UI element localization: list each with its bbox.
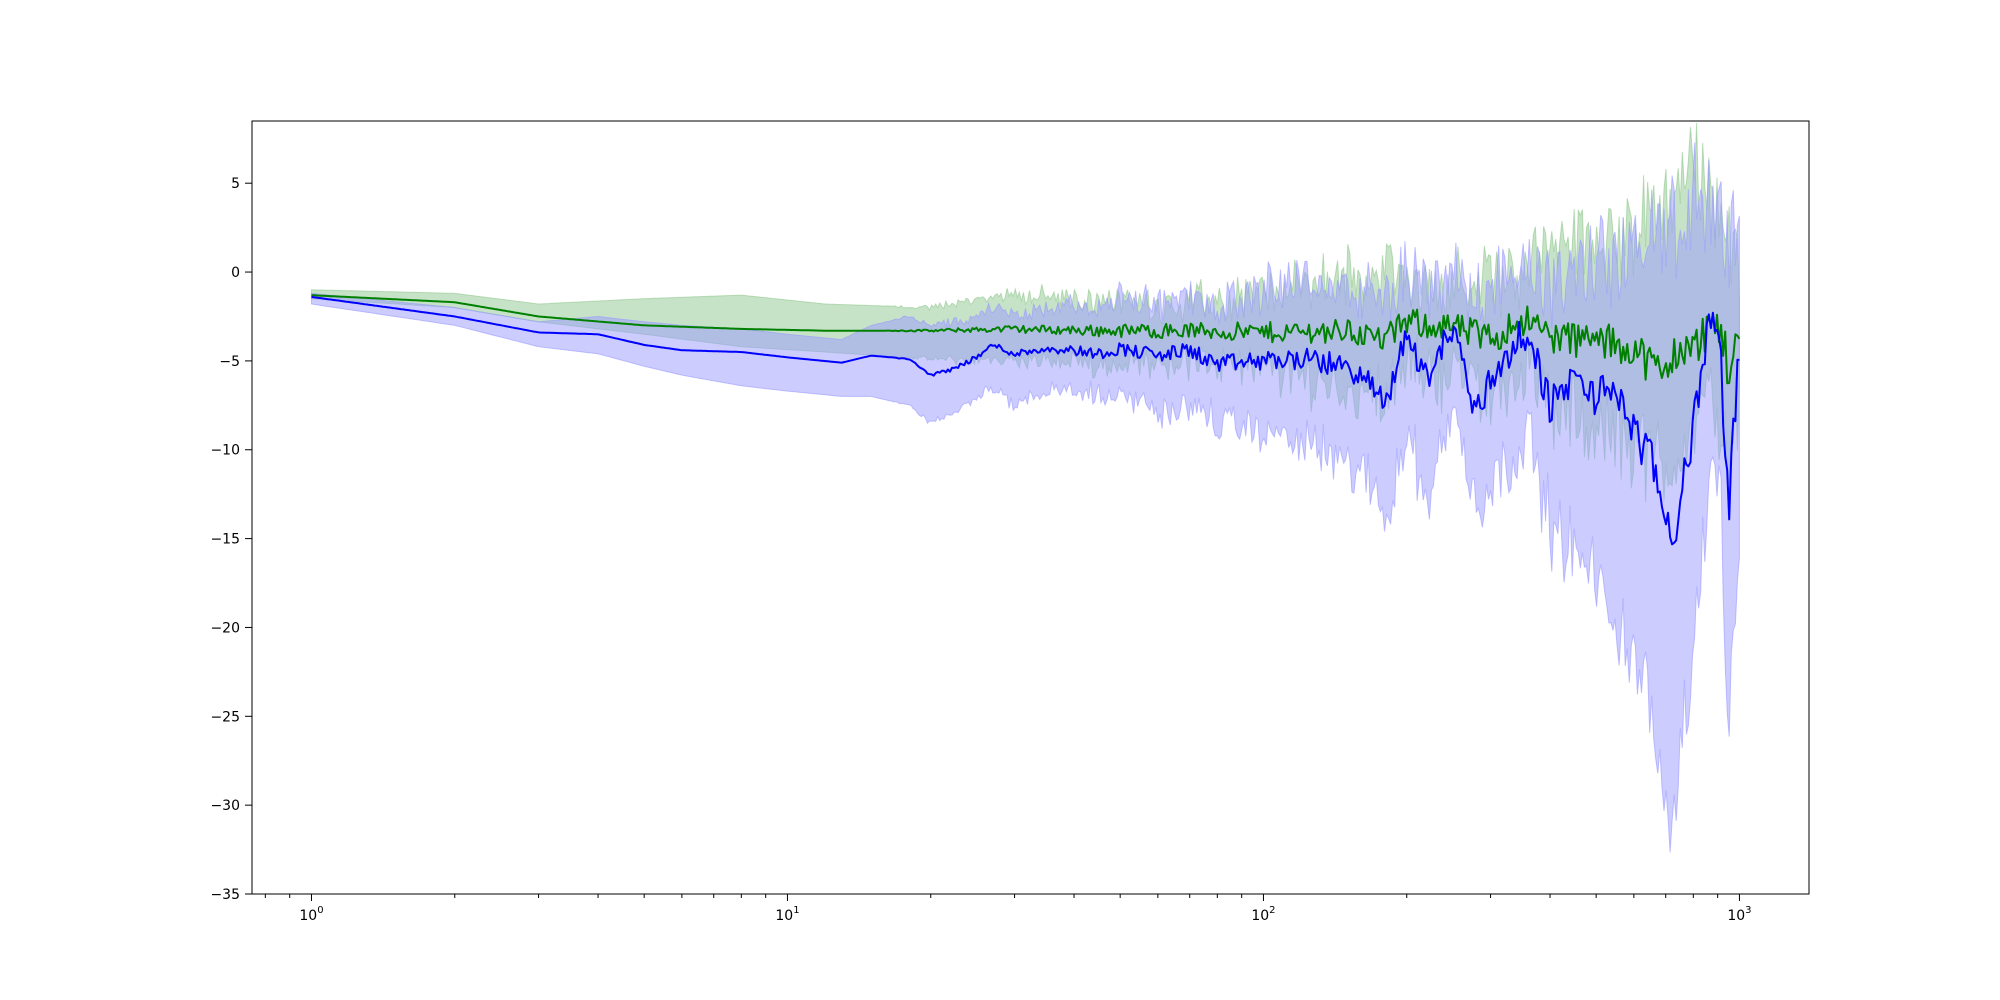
y-tick-label: 5 bbox=[231, 176, 240, 192]
y-tick-label: −15 bbox=[210, 532, 240, 548]
y-axis: 5 0 −5 −10 −15 −20 −25 −30 −35 bbox=[210, 176, 252, 903]
y-tick-label: −35 bbox=[210, 887, 240, 903]
x-tick-label: 100 bbox=[299, 905, 323, 924]
y-tick-label: −10 bbox=[210, 443, 240, 459]
series-line-1 bbox=[311, 294, 1741, 385]
x-tick-label: 102 bbox=[1251, 905, 1275, 924]
y-tick-label: −30 bbox=[210, 798, 240, 814]
y-tick-label: 0 bbox=[231, 265, 240, 281]
confidence-band-2 bbox=[311, 142, 1740, 853]
x-tick-label: 101 bbox=[775, 905, 799, 924]
y-tick-label: −5 bbox=[219, 354, 240, 370]
x-tick-label: 103 bbox=[1727, 905, 1751, 924]
y-tick-label: −25 bbox=[210, 709, 240, 725]
plot-frame bbox=[251, 120, 1810, 895]
series-line-2 bbox=[311, 295, 1740, 546]
series-lines bbox=[311, 294, 1741, 546]
x-axis: 100 101 102 103 bbox=[264, 894, 1752, 924]
y-tick-label: −20 bbox=[210, 620, 240, 636]
